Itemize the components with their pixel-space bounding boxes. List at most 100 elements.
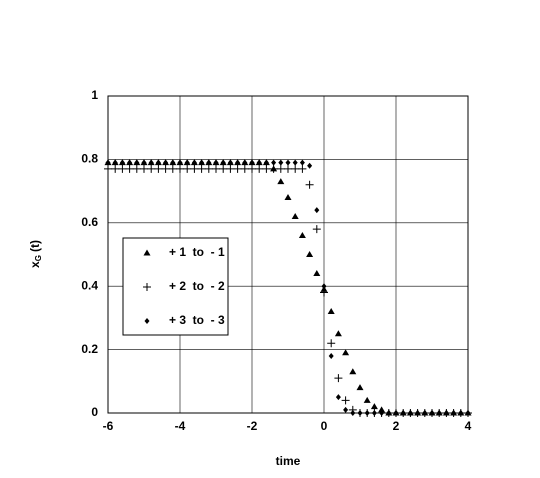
data-point — [292, 159, 298, 166]
y-label-sub: G — [34, 255, 43, 261]
data-point — [349, 368, 357, 375]
x-tick-label: -6 — [103, 419, 114, 433]
data-point — [305, 180, 314, 189]
y-tick-label: 0.6 — [81, 215, 98, 229]
data-point — [104, 164, 112, 173]
data-point — [334, 374, 343, 383]
data-point — [327, 308, 335, 315]
data-point — [248, 164, 256, 173]
data-point — [262, 164, 271, 173]
data-point — [190, 164, 199, 173]
data-point — [379, 410, 385, 416]
data-point — [269, 164, 278, 173]
x-tick-label: 0 — [321, 419, 328, 433]
y-tick-label: 0.2 — [81, 342, 98, 356]
data-point — [436, 410, 442, 416]
data-point — [276, 164, 285, 173]
data-point — [235, 159, 241, 166]
data-point — [298, 164, 307, 173]
data-point — [154, 164, 163, 173]
data-point — [204, 164, 213, 173]
data-point — [312, 225, 321, 234]
data-point — [284, 193, 292, 200]
x-tick-label: 2 — [393, 419, 400, 433]
data-point — [163, 159, 169, 166]
data-point — [328, 352, 334, 359]
data-point — [465, 410, 471, 416]
data-point — [307, 162, 313, 169]
data-point — [320, 288, 328, 297]
data-point — [127, 159, 133, 166]
data-point — [327, 339, 336, 348]
legend-label: + 2 to - 2 — [169, 279, 225, 293]
data-point — [118, 164, 127, 173]
data-point — [321, 283, 327, 290]
data-point — [141, 159, 147, 166]
plot-frame — [107, 95, 469, 414]
y-label-main: x — [28, 261, 42, 268]
data-point — [111, 164, 120, 173]
y-tick-label: 1 — [91, 88, 98, 102]
x-tick-label: 4 — [465, 419, 472, 433]
data-point — [370, 403, 378, 410]
data-point — [291, 212, 299, 219]
data-point — [249, 159, 255, 166]
data-point — [226, 164, 235, 173]
legend-marker — [143, 283, 151, 291]
data-point — [177, 159, 183, 166]
data-point — [256, 159, 262, 166]
data-point — [393, 410, 399, 416]
data-point — [197, 164, 206, 173]
data-point — [386, 410, 392, 416]
data-point — [219, 164, 228, 173]
legend-marker — [144, 318, 150, 324]
data-point — [299, 159, 305, 166]
data-point — [285, 159, 291, 166]
data-point — [429, 410, 435, 416]
data-point — [233, 164, 242, 173]
data-point — [213, 159, 219, 166]
data-point — [415, 410, 421, 416]
data-point — [313, 270, 321, 277]
y-axis-label: xG (t) — [28, 240, 43, 268]
y-label-arg: (t) — [28, 240, 42, 252]
data-point — [168, 164, 177, 173]
data-point — [356, 384, 364, 391]
data-point — [422, 410, 428, 416]
data-point — [458, 410, 464, 416]
data-point — [341, 396, 350, 405]
legend-marker — [143, 249, 151, 256]
data-point — [371, 410, 377, 416]
data-point — [119, 159, 125, 166]
data-point — [343, 406, 349, 413]
data-point — [240, 164, 249, 173]
data-point — [132, 164, 141, 173]
data-point — [291, 164, 300, 173]
data-point — [342, 349, 350, 356]
data-point — [191, 159, 197, 166]
data-point — [125, 164, 134, 173]
x-tick-label: -4 — [175, 419, 186, 433]
y-tick-label: 0.4 — [81, 278, 98, 292]
data-point — [451, 410, 457, 416]
data-point — [183, 164, 192, 173]
data-point — [212, 164, 220, 173]
data-point — [140, 164, 148, 173]
data-point — [278, 159, 284, 166]
x-tick-label: -2 — [247, 419, 258, 433]
data-point — [364, 410, 370, 416]
data-point — [298, 231, 306, 238]
data-point — [170, 159, 176, 166]
data-point — [161, 164, 170, 173]
data-point — [227, 159, 233, 166]
data-point — [134, 159, 140, 166]
data-point — [206, 159, 212, 166]
data-point — [350, 410, 356, 416]
data-point — [105, 159, 111, 166]
data-point — [400, 410, 406, 416]
data-point — [284, 164, 292, 173]
legend-label: + 1 to - 1 — [169, 245, 225, 259]
data-point — [334, 330, 342, 337]
data-point — [147, 164, 156, 173]
